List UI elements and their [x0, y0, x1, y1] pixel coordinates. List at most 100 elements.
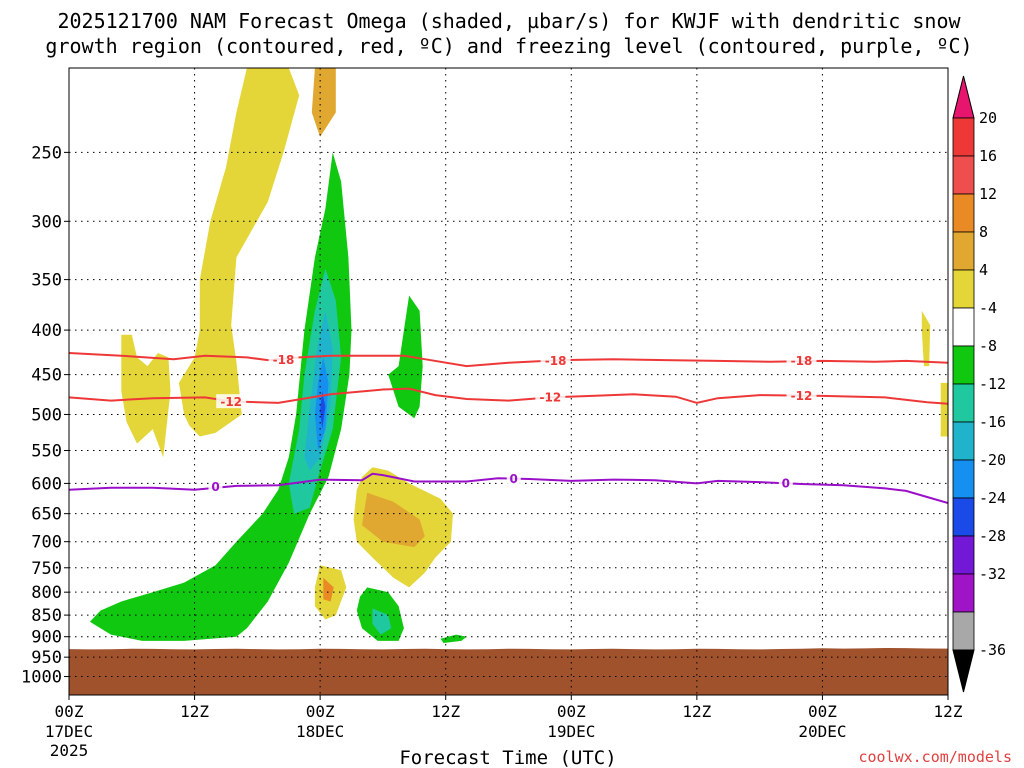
omega-shaded-areas	[69, 68, 948, 695]
omega-area-right-yellow-bottom	[940, 382, 948, 437]
colorbar-swatch-7	[952, 383, 975, 423]
contour-label-dgz-minus18-1: -18	[545, 354, 567, 368]
colorbar-label-4: 4	[979, 261, 988, 279]
y-tick-400: 400	[31, 321, 62, 341]
x-tick-label-0-2: 17DEC	[45, 722, 93, 741]
y-tick-700: 700	[31, 533, 62, 553]
colorbar-label--12: -12	[979, 375, 1006, 393]
y-tick-300: 300	[31, 212, 62, 232]
credit-text: coolwx.com/models	[858, 748, 1012, 766]
contour-label-dgz-minus12-1: -12	[540, 390, 562, 404]
y-tick-550: 550	[31, 442, 62, 462]
y-axis: 2503003504004505005506006507007508008509…	[21, 143, 69, 688]
colorbar-top-arrow	[952, 75, 975, 119]
x-tick-label-0-3: 2025	[50, 741, 89, 760]
x-tick-label-24-1: 00Z	[306, 702, 335, 721]
contour-label-freezing-level-0: 0	[211, 480, 219, 494]
colorbar-swatch-5	[952, 307, 975, 347]
x-tick-label-84-1: 12Z	[934, 702, 963, 721]
colorbar: 20 16 12 8 4 -4 -8 -12 -16 -20 -24 -28 -32 -36	[952, 75, 1006, 693]
contour-label-bg	[778, 475, 793, 490]
y-tick-650: 650	[31, 505, 62, 525]
y-tick-450: 450	[31, 366, 62, 386]
colorbar-swatch-10	[952, 497, 975, 537]
colorbar-label-20: 20	[979, 109, 997, 127]
y-tick-850: 850	[31, 606, 62, 626]
colorbar-label-12: 12	[979, 185, 997, 203]
colorbar-label--28: -28	[979, 527, 1006, 545]
colorbar-swatch-0	[952, 117, 975, 157]
x-tick-label-36-1: 12Z	[431, 702, 460, 721]
contour-label-bg	[216, 394, 247, 409]
title-line-2: growth region (contoured, red, ºC) and f…	[45, 34, 972, 58]
y-tick-600: 600	[31, 474, 62, 494]
omega-area-dblue-core	[320, 391, 326, 430]
omega-area-orange-small-low	[323, 577, 334, 602]
colorbar-label--8: -8	[979, 337, 997, 355]
x-tick-label-48-2: 19DEC	[547, 722, 595, 741]
y-tick-1000: 1000	[21, 668, 62, 688]
x-tick-label-24-2: 18DEC	[296, 722, 344, 741]
contour-label-bg	[535, 389, 566, 404]
omega-area-teal-low	[372, 608, 392, 635]
colorbar-label--4: -4	[979, 299, 997, 317]
colorbar-swatch-3	[952, 231, 975, 271]
colorbar-swatch-8	[952, 421, 975, 461]
contour-label-dgz-minus18-2: -18	[791, 354, 813, 368]
plot-frame	[68, 67, 949, 696]
contour-label-bg	[506, 470, 521, 485]
x-axis-title: Forecast Time (UTC)	[399, 747, 616, 768]
colorbar-swatch-1	[952, 155, 975, 195]
colorbar-label--32: -32	[979, 565, 1006, 583]
y-tick-750: 750	[31, 559, 62, 579]
colorbar-swatch-13	[952, 611, 975, 651]
x-tick-label-48-1: 00Z	[557, 702, 586, 721]
colorbar-label--20: -20	[979, 451, 1006, 469]
contour-lines: -18 -18 -18 -12 -12 -12 0 0 0	[69, 352, 948, 504]
omega-area-green-speck	[440, 634, 467, 643]
colorbar-bottom-arrow	[952, 649, 975, 693]
omega-area-upper-left-yellow	[178, 68, 300, 437]
omega-area-left-yellow	[121, 334, 171, 458]
contour-label-freezing-level-1: 0	[510, 472, 518, 486]
colorbar-label-16: 16	[979, 147, 997, 165]
colorbar-swatch-4	[952, 269, 975, 309]
colorbar-swatch-2	[952, 193, 975, 233]
y-tick-250: 250	[31, 143, 62, 163]
colorbar-label--36: -36	[979, 641, 1006, 659]
colorbar-label-8: 8	[979, 223, 988, 241]
y-tick-900: 900	[31, 628, 62, 648]
y-tick-800: 800	[31, 583, 62, 603]
x-tick-label-12-1: 12Z	[180, 702, 209, 721]
colorbar-label--24: -24	[979, 489, 1006, 507]
colorbar-swatch-11	[952, 535, 975, 575]
colorbar-swatch-12	[952, 573, 975, 613]
contour-label-dgz-minus12-2: -12	[791, 389, 813, 403]
y-tick-950: 950	[31, 648, 62, 668]
y-tick-500: 500	[31, 405, 62, 425]
terrain-fill	[69, 648, 948, 695]
contour-label-dgz-minus18-0: -18	[273, 353, 295, 367]
x-tick-label-72-2: 20DEC	[798, 722, 846, 741]
contour-label-bg	[268, 352, 299, 367]
y-tick-350: 350	[31, 271, 62, 291]
grid-lines	[69, 68, 948, 695]
x-tick-label-0-1: 00Z	[55, 702, 84, 721]
colorbar-swatch-6	[952, 345, 975, 385]
contour-label-bg	[786, 387, 817, 402]
contour-label-bg	[208, 479, 223, 494]
contour-label-dgz-minus12-0: -12	[220, 395, 242, 409]
contour-label-freezing-level-2: 0	[782, 476, 790, 490]
omega-area-right-yellow-top	[921, 310, 931, 367]
colorbar-swatch-9	[952, 459, 975, 499]
title-line-1: 2025121700 NAM Forecast Omega (shaded, µ…	[57, 9, 961, 33]
x-tick-label-72-1: 00Z	[808, 702, 837, 721]
omega-area-green-main	[89, 152, 352, 641]
omega-area-upper-yellow-small	[311, 68, 336, 137]
omega-area-orange-mid	[362, 492, 425, 548]
contour-label-bg	[540, 352, 571, 367]
x-tick-label-60-1: 12Z	[682, 702, 711, 721]
contour-label-bg	[786, 352, 817, 367]
